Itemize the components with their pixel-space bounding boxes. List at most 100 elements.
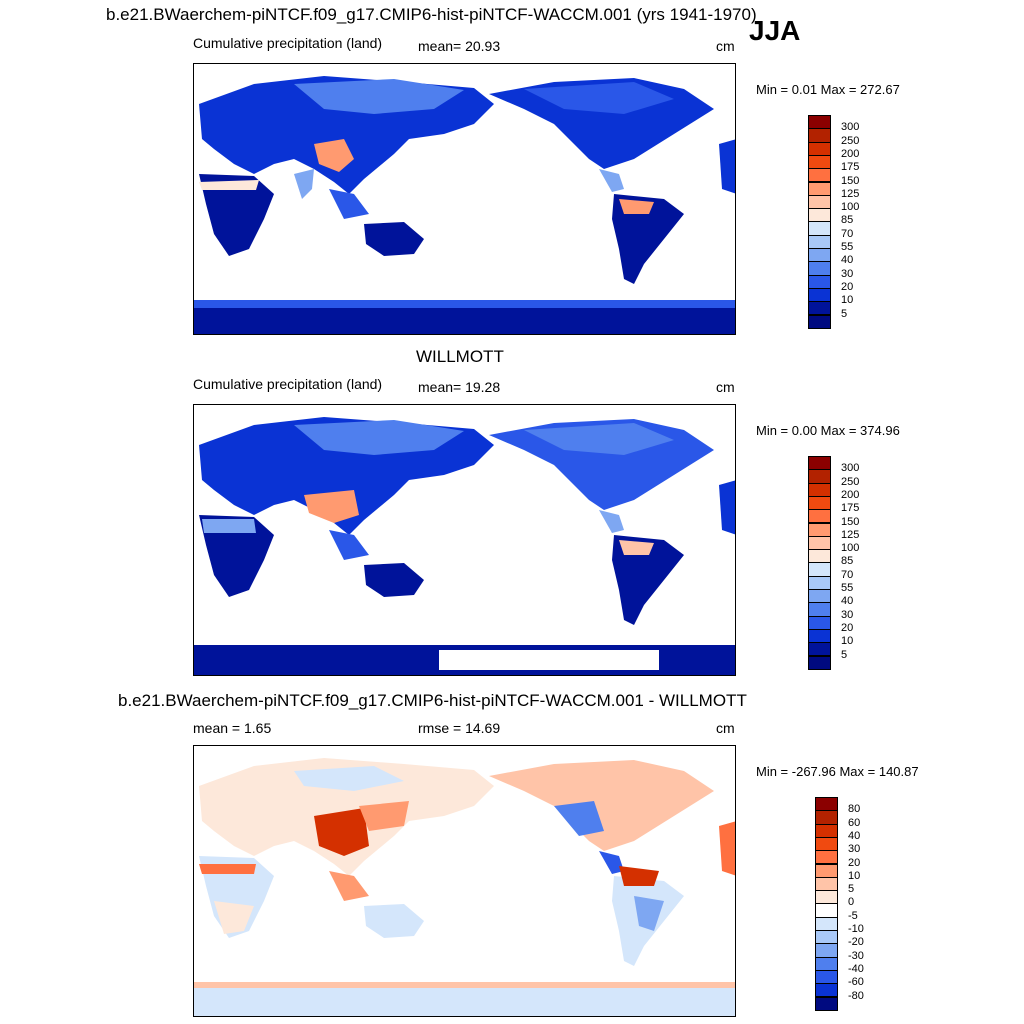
panel1-amazon [619,199,654,214]
panel2-colorbar-tick: 85 [841,555,854,568]
panel2-colorbar-box [808,456,831,471]
panel1-colorbar-tick: 5 [841,307,848,320]
panel2-s-america [612,535,684,625]
panel2-europe-east [719,480,735,535]
panel3-china-orange [359,801,409,831]
panel1-colorbar-tick: 300 [841,121,860,134]
panel3-colorbar-tick: -40 [848,962,864,975]
panel2-variable-label: Cumulative precipitation (land) [193,376,383,392]
panel2-colorbar-box [808,642,831,657]
panel2-colorbar-box [808,589,831,604]
panel2-colorbar-box [808,509,831,524]
panel1-colorbar-box [808,115,831,130]
panel1-colorbar-box [808,154,831,170]
panel2-colorbar-box [808,602,831,617]
panel1-c-america [599,169,624,192]
panel3-map-svg [194,758,735,1016]
panel2-colorbar-tick: 200 [841,488,860,501]
panel2-seasia [329,530,369,560]
panel2-colorbar-tick: 250 [841,475,860,488]
panel1-colorbar-box [808,314,831,329]
panel2-colorbar-tick: 10 [841,635,854,648]
panel1-mean-label: mean= 20.93 [418,38,501,54]
panel1-africa [199,174,274,256]
panel1-europe-east [719,139,735,194]
panel2-colorbar-tick: 55 [841,582,854,594]
panel2-mean-label: mean= 19.28 [418,379,501,395]
panel3-europe-east [719,821,735,876]
panel1-map-svg [194,76,735,334]
panel1-units-label: cm [716,38,735,54]
panel3-colorbar-tick: 0 [848,896,855,909]
panel1-colorbar-tick: 20 [841,280,854,293]
panel3-colorbar-box [815,956,838,971]
panel2-colorbar-box [808,522,831,537]
panel3-china-red [314,808,369,856]
panel2-colorbar-box [808,615,831,630]
panel3-colorbar-tick: 80 [848,803,861,816]
panel2-units-label: cm [716,379,735,395]
panel2-colorbar-box [808,562,831,577]
panel2-map [193,404,736,676]
panel3-units-label: cm [716,720,735,736]
panel3-australia [364,904,424,938]
panel3-minmax: Min = -267.96 Max = 140.87 [756,764,919,779]
panel2-colorbar-tick: 175 [841,502,860,515]
case-title: b.e21.BWaerchem-piNTCF.f09_g17.CMIP6-his… [106,5,757,24]
panel2-colorbar-box [808,575,831,590]
panel1-map [193,63,736,335]
panel2-antarctica-gap [439,650,659,670]
panel2-colorbar-box [808,628,831,644]
panel2-colorbar-box [808,495,831,511]
panel2-colorbar-tick: 30 [841,608,854,621]
panel3-africa-south [214,901,254,934]
panel3-colorbar-box [815,930,838,945]
panel2-map-svg [194,417,735,675]
panel1-colorbar-box [808,168,831,183]
panel2-africa-sahel [202,519,256,533]
panel3-colorbar-tick: -20 [848,936,864,949]
panel1-s-america [612,194,684,284]
panel3-africa-sahel [199,864,256,874]
panel2-colorbar-tick: 5 [841,648,848,661]
panel3-colorbar-tick: -30 [848,949,864,962]
panel1-colorbar-box [808,248,831,263]
panel1-tibet [314,139,354,172]
panel2-colorbar-box [808,469,831,484]
panel2-colorbar-tick: 20 [841,621,854,634]
panel1-siberia [294,79,464,114]
panel3-africa [199,856,274,938]
panel3-colorbar-box [815,823,838,838]
panel1-colorbar-tick: 100 [841,201,860,214]
panel1-colorbar-box [808,221,831,236]
panel1-colorbar-tick: 40 [841,254,854,267]
panel3-colorbar-box [815,810,838,825]
panel1-india [294,169,314,199]
panel3-colorbar: 80 60 40 30 20 10 5 0 -5 -10 -20 -30 -40 -60 -80 [815,797,915,1012]
panel3-colorbar-box [815,943,838,958]
panel3-colorbar-tick: 40 [848,829,861,842]
panel2-minmax: Min = 0.00 Max = 374.96 [756,423,900,438]
panel3-colorbar-tick: -80 [848,989,864,1002]
panel2-c-america [599,510,624,533]
panel3-colorbar-box [815,863,838,878]
panel1-canada [524,82,674,114]
panel1-africa-sahel [199,180,259,190]
panel2-colorbar-tick: 70 [841,568,854,581]
panel3-colorbar-box [815,890,838,905]
panel3-colorbar-tick: 30 [848,843,861,856]
panel3-colorbar-box [815,876,838,892]
panel3-colorbar-box [815,797,838,812]
panel3-colorbar-box [815,996,838,1011]
panel3-s-america-blue [634,896,664,931]
panel2-colorbar-box [808,655,831,670]
panel1-colorbar-box [808,128,831,143]
panel3-mean-label: mean = 1.65 [193,720,272,736]
panel1-colorbar: 300 250 200 175 150 125 100 85 70 55 40 30 20 10 5 [808,115,908,330]
panel2-colorbar-tick: 40 [841,595,854,608]
panel3-siberia-blue [294,766,404,791]
panel1-antarctica-edge [194,300,735,308]
panel2-colorbar-tick: 125 [841,528,860,541]
panel1-colorbar-box [808,208,831,223]
panel1-minmax: Min = 0.01 Max = 272.67 [756,82,900,97]
